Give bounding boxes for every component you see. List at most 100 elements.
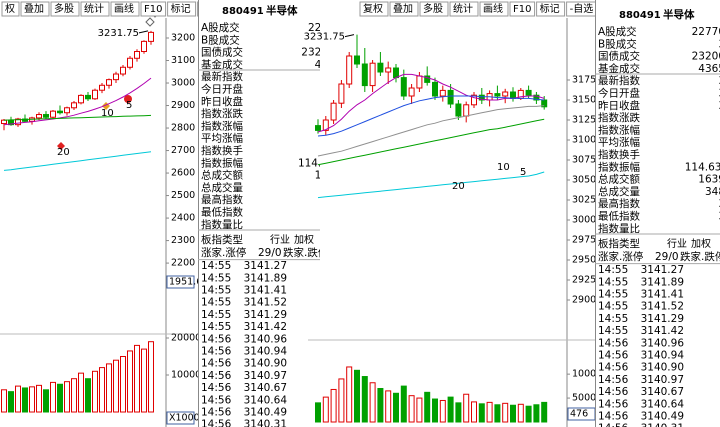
candle-body bbox=[338, 83, 345, 104]
row-label: 指数涨幅 bbox=[201, 119, 243, 132]
volume-bar bbox=[141, 348, 147, 413]
toolbar-button[interactable] bbox=[110, 1, 140, 17]
toolbar-button[interactable] bbox=[479, 1, 509, 17]
volume-bar bbox=[322, 396, 329, 423]
trade-time: 14:56 bbox=[201, 382, 232, 394]
toolbar-button[interactable] bbox=[389, 1, 419, 17]
row-value: 114.6 bbox=[298, 157, 328, 169]
toolbar-label[interactable]: 多股 bbox=[54, 2, 74, 15]
volume-tick-label: 5000 bbox=[572, 393, 596, 404]
volume-bar bbox=[354, 369, 360, 423]
ma-line bbox=[317, 95, 545, 137]
y-tick-label: 3150 bbox=[572, 95, 596, 106]
toolbar-button[interactable] bbox=[167, 1, 197, 17]
trade-time: 14:55 bbox=[598, 264, 628, 276]
candle-body bbox=[85, 94, 91, 100]
volume-bar bbox=[338, 378, 345, 423]
cursor-value: 1951.6 bbox=[169, 277, 202, 288]
toolbar-button[interactable] bbox=[20, 1, 50, 17]
ma-label: 20 bbox=[452, 181, 465, 192]
toolbar-button[interactable] bbox=[50, 1, 80, 17]
y-tick-label: 2975 bbox=[572, 235, 596, 246]
volume-bar bbox=[502, 402, 509, 423]
y-tick-label: 3175 bbox=[572, 75, 596, 86]
volume-cursor-value: 476 bbox=[570, 409, 588, 420]
toolbar-label[interactable]: 标记 bbox=[171, 3, 191, 15]
toolbar-button[interactable] bbox=[140, 1, 167, 17]
candle-body bbox=[408, 87, 415, 97]
toolbar-label[interactable]: 画线 bbox=[483, 2, 503, 15]
candle-body bbox=[113, 73, 119, 81]
trade-price: 3141.29 bbox=[641, 313, 684, 325]
toolbar-label[interactable]: 统计 bbox=[84, 2, 104, 15]
candle-body bbox=[141, 40, 147, 53]
candle-body bbox=[502, 91, 509, 97]
toolbar-button[interactable] bbox=[1, 1, 20, 17]
row-label: 最新指数 bbox=[201, 70, 243, 83]
toolbar-label[interactable]: -自选 bbox=[570, 2, 594, 15]
candle-body bbox=[354, 55, 360, 65]
trade-time: 14:56 bbox=[598, 386, 629, 398]
volume-bar bbox=[416, 397, 423, 423]
ma-line bbox=[317, 118, 545, 166]
marker bbox=[57, 142, 65, 150]
type-value: 行业 bbox=[270, 233, 290, 246]
ma-label: 5 bbox=[126, 100, 132, 111]
y-tick-label: 3100 bbox=[171, 55, 195, 66]
toolbar-button[interactable] bbox=[536, 1, 566, 17]
volume-bar bbox=[494, 404, 501, 423]
toolbar-button[interactable] bbox=[509, 1, 536, 17]
high-pointer bbox=[138, 30, 149, 34]
toolbar-button[interactable] bbox=[80, 1, 110, 17]
trade-time: 14:56 bbox=[201, 333, 232, 345]
ma-line bbox=[3, 114, 152, 121]
row-value: 2320 bbox=[301, 47, 328, 59]
candle-body bbox=[369, 62, 376, 87]
toolbar-button[interactable] bbox=[359, 1, 389, 17]
ma-line bbox=[317, 105, 545, 157]
toolbar-button[interactable] bbox=[449, 1, 479, 17]
candle-body bbox=[134, 51, 140, 59]
row-value: 3 bbox=[718, 38, 720, 50]
volume-bar bbox=[478, 403, 485, 423]
marker bbox=[124, 95, 132, 103]
trade-time: 14:56 bbox=[598, 350, 629, 362]
volume-bar bbox=[57, 383, 63, 413]
candle-body bbox=[50, 110, 56, 118]
toolbar-label[interactable]: 统计 bbox=[453, 2, 473, 15]
volume-bar bbox=[1, 389, 7, 413]
toolbar-label[interactable]: 叠加 bbox=[393, 3, 413, 15]
row-label: 指数涨幅 bbox=[598, 123, 640, 136]
ma-line bbox=[3, 77, 152, 126]
toolbar-label[interactable]: F10 bbox=[144, 4, 162, 15]
high-pointer bbox=[344, 34, 355, 38]
toolbar-label[interactable]: 画线 bbox=[114, 2, 134, 15]
icon bbox=[145, 17, 155, 27]
row-value: 4365 bbox=[698, 63, 720, 75]
volume-bar bbox=[134, 344, 140, 413]
volume-bar bbox=[120, 356, 126, 413]
row-label: A股成交 bbox=[201, 21, 240, 34]
y-tick-label: 3125 bbox=[572, 115, 596, 126]
y-tick-label: 2900 bbox=[171, 100, 195, 111]
candle-body bbox=[315, 125, 321, 131]
volume-bar bbox=[525, 405, 532, 423]
toolbar-label[interactable]: 多股 bbox=[423, 2, 443, 15]
trade-price: 3140.94 bbox=[641, 350, 685, 362]
candle-body bbox=[455, 103, 462, 117]
toolbar-label[interactable]: F10 bbox=[513, 4, 531, 15]
trade-price: 3140.31 bbox=[641, 423, 684, 427]
panel-bg bbox=[198, 0, 320, 427]
trade-price: 3141.52 bbox=[244, 297, 287, 309]
toolbar-button[interactable] bbox=[419, 1, 449, 17]
volume-bar bbox=[36, 384, 42, 413]
toolbar-label[interactable]: 权 bbox=[5, 2, 15, 15]
candle-body bbox=[525, 89, 532, 96]
volume-bar bbox=[29, 386, 35, 413]
volume-bar bbox=[400, 385, 407, 423]
trade-price: 3141.89 bbox=[244, 272, 287, 284]
toolbar-label[interactable]: 标记 bbox=[540, 3, 560, 15]
y-tick-label: 3000 bbox=[572, 215, 596, 226]
toolbar-label[interactable]: 复权 bbox=[363, 2, 383, 15]
toolbar-label[interactable]: 叠加 bbox=[24, 3, 44, 15]
